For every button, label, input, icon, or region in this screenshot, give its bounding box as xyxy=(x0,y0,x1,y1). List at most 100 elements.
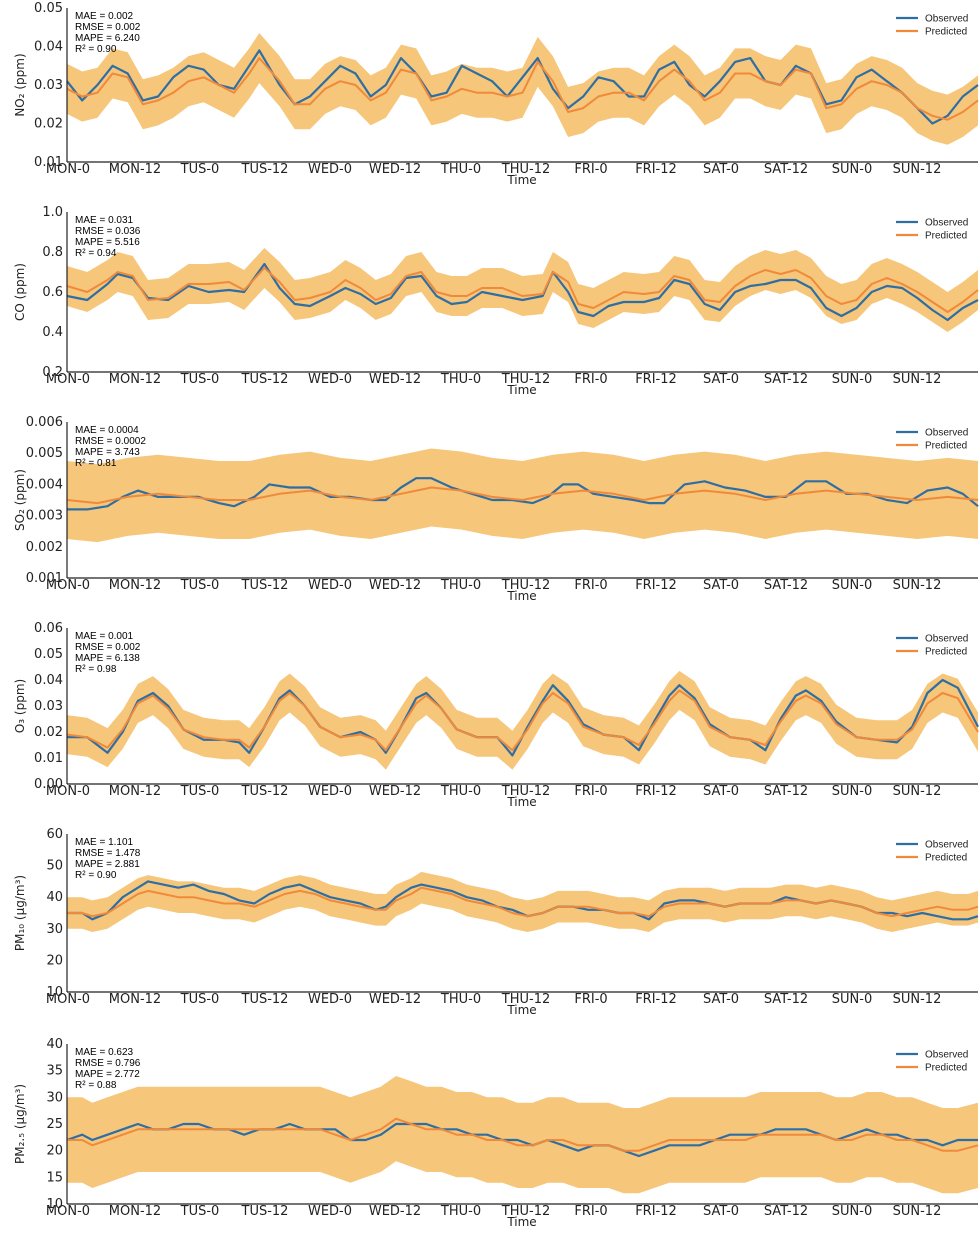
metric-text: MAE = 0.001 xyxy=(75,631,134,642)
legend-label: Predicted xyxy=(925,441,967,452)
metric-text: MAPE = 2.881 xyxy=(75,859,140,870)
chart-panel-1: 0.01 0.02 0.03 0.04 0.05 MON-0 MON-12 TUS-0 TUS-… xyxy=(13,1,979,187)
x-tick-label: MON-0 xyxy=(46,372,90,387)
x-tick-label: WED-12 xyxy=(369,578,421,593)
x-tick-label: SAT-0 xyxy=(703,372,739,387)
x-tick-label: WED-12 xyxy=(369,784,421,799)
x-tick-label: THU-0 xyxy=(440,784,481,799)
x-tick-label: SAT-12 xyxy=(764,162,808,177)
prediction-band xyxy=(67,670,978,770)
metric-text: R² = 0.81 xyxy=(75,458,117,469)
x-axis-title: Time xyxy=(506,795,536,809)
prediction-band xyxy=(67,1076,978,1194)
x-tick-label: SAT-0 xyxy=(703,1204,739,1219)
x-tick-label: THU-12 xyxy=(501,372,550,387)
prediction-band xyxy=(67,33,978,145)
x-tick-label: FRI-0 xyxy=(574,372,607,387)
y-axis-title: PM₂.₅ (μg/m³) xyxy=(13,1084,27,1164)
x-tick-label: SUN-0 xyxy=(832,1204,872,1219)
prediction-band xyxy=(67,248,978,332)
metric-text: MAE = 0.0004 xyxy=(75,425,139,436)
metric-text: MAE = 0.623 xyxy=(75,1047,134,1058)
x-tick-label: SUN-12 xyxy=(893,1204,942,1219)
x-tick-label: SAT-12 xyxy=(764,372,808,387)
chart-panel-6: 10 15 20 25 30 35 40 MON-0 MON-12 TUS-0 TUS-12 WED-… xyxy=(13,1037,979,1229)
x-tick-label: SAT-0 xyxy=(703,784,739,799)
metric-text: MAPE = 5.516 xyxy=(75,237,140,248)
metric-text: R² = 0.94 xyxy=(75,248,117,259)
y-tick-label: 0.01 xyxy=(34,751,63,766)
legend-label: Observed xyxy=(925,14,968,25)
y-tick-label: 0.03 xyxy=(34,78,63,93)
metric-text: R² = 0.90 xyxy=(75,870,117,881)
legend-label: Observed xyxy=(925,428,968,439)
x-tick-label: MON-12 xyxy=(109,578,161,593)
x-tick-label: THU-12 xyxy=(501,784,550,799)
predicted-line xyxy=(66,267,979,313)
x-tick-label: WED-0 xyxy=(308,784,352,799)
metric-text: R² = 0.88 xyxy=(75,1080,117,1091)
observed-line xyxy=(67,477,979,511)
x-tick-label: SUN-12 xyxy=(893,578,942,593)
x-tick-label: THU-12 xyxy=(501,992,550,1007)
x-tick-label: FRI-12 xyxy=(635,992,677,1007)
x-tick-label: THU-12 xyxy=(501,162,550,177)
x-tick-label: MON-0 xyxy=(46,578,90,593)
x-tick-label: TUS-0 xyxy=(180,162,220,177)
legend-label: Predicted xyxy=(925,647,967,658)
x-tick-label: WED-0 xyxy=(308,992,352,1007)
x-tick-label: TUS-12 xyxy=(241,992,289,1007)
y-tick-label: 15 xyxy=(46,1170,63,1185)
y-tick-label: 0.006 xyxy=(26,415,63,430)
x-tick-label: FRI-12 xyxy=(635,578,677,593)
y-axis-title: O₃ (ppm) xyxy=(13,679,27,733)
metric-text: MAPE = 3.743 xyxy=(75,447,140,458)
x-tick-label: SUN-12 xyxy=(893,162,942,177)
y-axis-title: NO₂ (ppm) xyxy=(13,53,27,116)
metric-text: RMSE = 0.0002 xyxy=(75,436,146,447)
metric-text: RMSE = 0.796 xyxy=(75,1058,141,1069)
x-tick-label: WED-12 xyxy=(369,1204,421,1219)
x-tick-label: SUN-0 xyxy=(832,784,872,799)
metric-text: MAPE = 6.240 xyxy=(75,33,140,44)
chart-panel-4: 0.00 0.01 0.02 0.03 0.04 0.05 0.06 MON-0 MON-12 T… xyxy=(13,621,979,809)
x-tick-label: FRI-12 xyxy=(635,1204,677,1219)
legend-label: Predicted xyxy=(925,853,967,864)
y-tick-label: 25 xyxy=(46,1117,63,1132)
x-tick-label: MON-12 xyxy=(109,372,161,387)
x-tick-label: SAT-12 xyxy=(764,578,808,593)
predicted-line xyxy=(66,689,979,752)
x-axis-title: Time xyxy=(506,1215,536,1229)
metric-text: RMSE = 1.478 xyxy=(75,848,141,859)
metric-text: MAPE = 6.138 xyxy=(75,653,140,664)
y-tick-label: 0.02 xyxy=(34,725,63,740)
x-tick-label: FRI-0 xyxy=(574,784,607,799)
x-tick-label: WED-12 xyxy=(369,992,421,1007)
y-tick-label: 0.8 xyxy=(42,245,63,260)
y-tick-label: 0.005 xyxy=(26,446,63,461)
x-tick-label: THU-12 xyxy=(501,1204,550,1219)
legend-label: Observed xyxy=(925,840,968,851)
y-tick-label: 10 xyxy=(46,985,63,1000)
metric-text: MAE = 0.002 xyxy=(75,11,134,22)
x-tick-label: WED-0 xyxy=(308,162,352,177)
x-tick-label: TUS-0 xyxy=(180,1204,220,1219)
chart-panel-3: 0.001 0.002 0.003 0.004 0.005 0.006 MON-0 MON-1… xyxy=(13,415,979,603)
y-tick-label: 0.03 xyxy=(34,699,63,714)
x-tick-label: FRI-0 xyxy=(574,1204,607,1219)
y-tick-label: 30 xyxy=(46,1090,63,1105)
y-tick-label: 0.2 xyxy=(42,365,63,380)
x-tick-label: SAT-0 xyxy=(703,162,739,177)
prediction-band xyxy=(67,448,978,543)
x-tick-label: MON-12 xyxy=(109,1204,161,1219)
x-axis-title: Time xyxy=(506,1003,536,1017)
y-tick-label: 0.4 xyxy=(42,325,63,340)
x-tick-label: TUS-0 xyxy=(180,578,220,593)
y-tick-label: 0.05 xyxy=(34,647,63,662)
metric-text: MAE = 1.101 xyxy=(75,837,134,848)
x-tick-label: THU-0 xyxy=(440,372,481,387)
x-tick-label: SAT-0 xyxy=(703,992,739,1007)
chart-panel-5: 10 20 30 40 50 60 MON-0 MON-12 TUS-0 TUS-12 WED-0 W… xyxy=(13,827,979,1017)
x-tick-label: SAT-12 xyxy=(764,784,808,799)
